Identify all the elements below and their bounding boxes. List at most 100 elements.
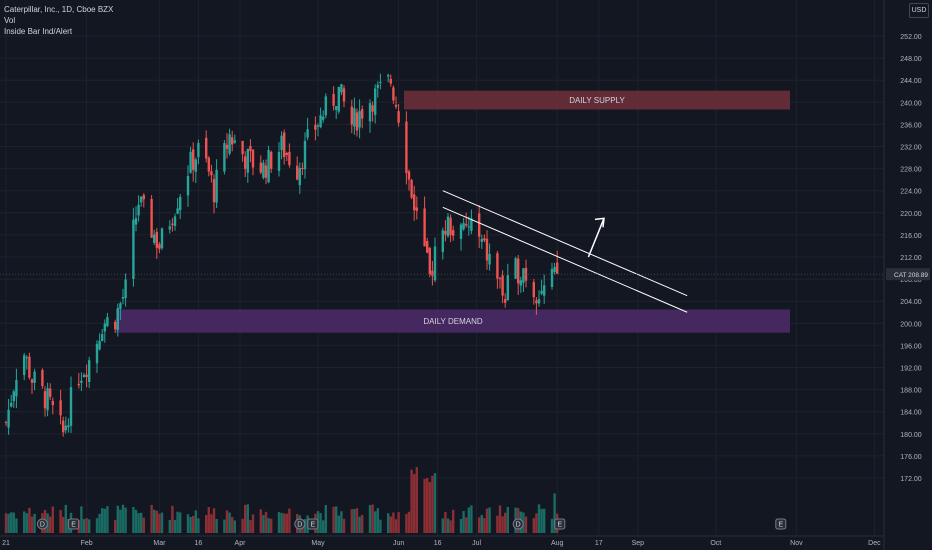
candle-body xyxy=(197,142,200,158)
candle-body xyxy=(431,270,434,276)
volume-bar xyxy=(426,478,429,533)
candle-body xyxy=(12,391,15,402)
volume-bar xyxy=(389,516,392,533)
candle-body xyxy=(267,150,270,183)
price-tick-label: 244.00 xyxy=(900,78,922,85)
candle-body xyxy=(358,111,361,128)
candle-body xyxy=(371,105,374,112)
volume-bar xyxy=(340,511,343,533)
volume-bar xyxy=(498,505,502,533)
time-tick-label: Mar xyxy=(153,540,166,547)
volume-bar xyxy=(374,511,377,533)
volume-bar xyxy=(264,511,268,533)
daily-demand-label: DAILY DEMAND xyxy=(423,317,482,326)
price-tick-label: 204.00 xyxy=(900,299,922,306)
dividend-marker[interactable]: D xyxy=(512,518,524,530)
currency-button[interactable]: USD xyxy=(909,3,929,18)
volume-bar xyxy=(459,519,463,533)
volume-bar xyxy=(488,507,491,533)
volume-bar xyxy=(379,519,382,533)
volume-bar xyxy=(280,512,283,533)
candle-body xyxy=(140,196,143,203)
candle-body xyxy=(210,171,213,176)
volume-bar xyxy=(249,520,252,533)
volume-bar xyxy=(119,509,122,533)
price-tick-label: 212.00 xyxy=(900,255,922,262)
earnings-marker[interactable]: E xyxy=(307,518,319,530)
volume-bar xyxy=(207,507,210,533)
candle-body xyxy=(15,380,18,397)
up-arrow-shaft[interactable] xyxy=(587,218,605,258)
candle-body xyxy=(225,144,229,149)
channel-lower-line[interactable] xyxy=(442,206,688,313)
volume-bar xyxy=(241,518,244,533)
volume-bar xyxy=(394,519,398,533)
event-marker-text: E xyxy=(310,522,315,529)
volume-bar xyxy=(524,516,528,533)
daily-demand-zone[interactable] xyxy=(116,309,790,333)
candle-body xyxy=(95,343,99,364)
candle-body xyxy=(82,374,86,378)
price-tick-label: 232.00 xyxy=(900,145,922,152)
inside-bar-indicator-label[interactable]: Inside Bar Ind/Alert xyxy=(4,27,73,36)
candle-body xyxy=(124,279,127,299)
volume-bar xyxy=(88,519,91,533)
earnings-marker[interactable]: E xyxy=(775,518,787,530)
candle-body xyxy=(270,151,273,169)
candle-body xyxy=(337,86,340,112)
volume-bar xyxy=(376,508,379,533)
earnings-marker[interactable]: E xyxy=(68,518,80,530)
volume-bar xyxy=(413,474,416,533)
volume-bar xyxy=(98,513,101,533)
volume-bar xyxy=(7,513,10,533)
volume-bar xyxy=(228,512,231,533)
volume-bar xyxy=(478,517,481,533)
volume-bar xyxy=(441,518,444,533)
candle-body xyxy=(233,140,236,143)
candle-body xyxy=(405,121,408,173)
channel-upper-line[interactable] xyxy=(442,190,688,297)
candle-body xyxy=(98,340,101,350)
candle-body xyxy=(186,176,190,196)
dividend-marker[interactable]: D xyxy=(36,518,48,530)
candle-body xyxy=(501,275,504,296)
candle-body xyxy=(517,258,520,284)
candle-body xyxy=(119,303,122,309)
volume-indicator-label[interactable]: Vol xyxy=(4,16,16,25)
chart-legend: Caterpillar, Inc., 1D, Cboe BZX Vol Insi… xyxy=(4,4,113,37)
candle-body xyxy=(397,111,400,123)
candle-body xyxy=(64,425,67,431)
candlestick-series xyxy=(4,73,559,437)
candle-body xyxy=(322,116,325,120)
candle-body xyxy=(537,299,541,304)
volume-bar xyxy=(361,514,364,533)
candle-body xyxy=(522,268,525,283)
candle-body xyxy=(30,379,34,383)
volume-bar xyxy=(134,509,138,533)
price-tick-label: 228.00 xyxy=(900,167,922,174)
candle-body xyxy=(335,106,338,110)
candle-body xyxy=(228,134,231,154)
candle-body xyxy=(106,317,109,327)
volume-bar xyxy=(82,519,86,533)
earnings-marker[interactable]: E xyxy=(554,518,566,530)
price-tick-label: 176.00 xyxy=(900,454,922,461)
candle-body xyxy=(259,162,262,173)
volume-bar xyxy=(189,516,192,533)
volume-bar xyxy=(140,512,143,533)
symbol-title[interactable]: Caterpillar, Inc., 1D, Cboe BZX xyxy=(4,5,114,14)
volume-bar xyxy=(28,507,31,533)
up-arrow-icon[interactable] xyxy=(594,217,605,228)
zone-layer: DAILY SUPPLY DAILY DEMAND xyxy=(116,90,790,333)
earnings-marker-icon xyxy=(775,518,787,530)
volume-bar xyxy=(462,511,465,533)
candle-body xyxy=(441,230,444,253)
candle-body xyxy=(168,226,171,230)
candle-body xyxy=(355,112,359,131)
daily-supply-zone[interactable] xyxy=(404,90,790,110)
daily-supply-label: DAILY SUPPLY xyxy=(569,96,625,105)
dividend-marker[interactable]: D xyxy=(294,518,306,530)
volume-bar xyxy=(553,493,556,533)
candle-body xyxy=(426,241,429,253)
